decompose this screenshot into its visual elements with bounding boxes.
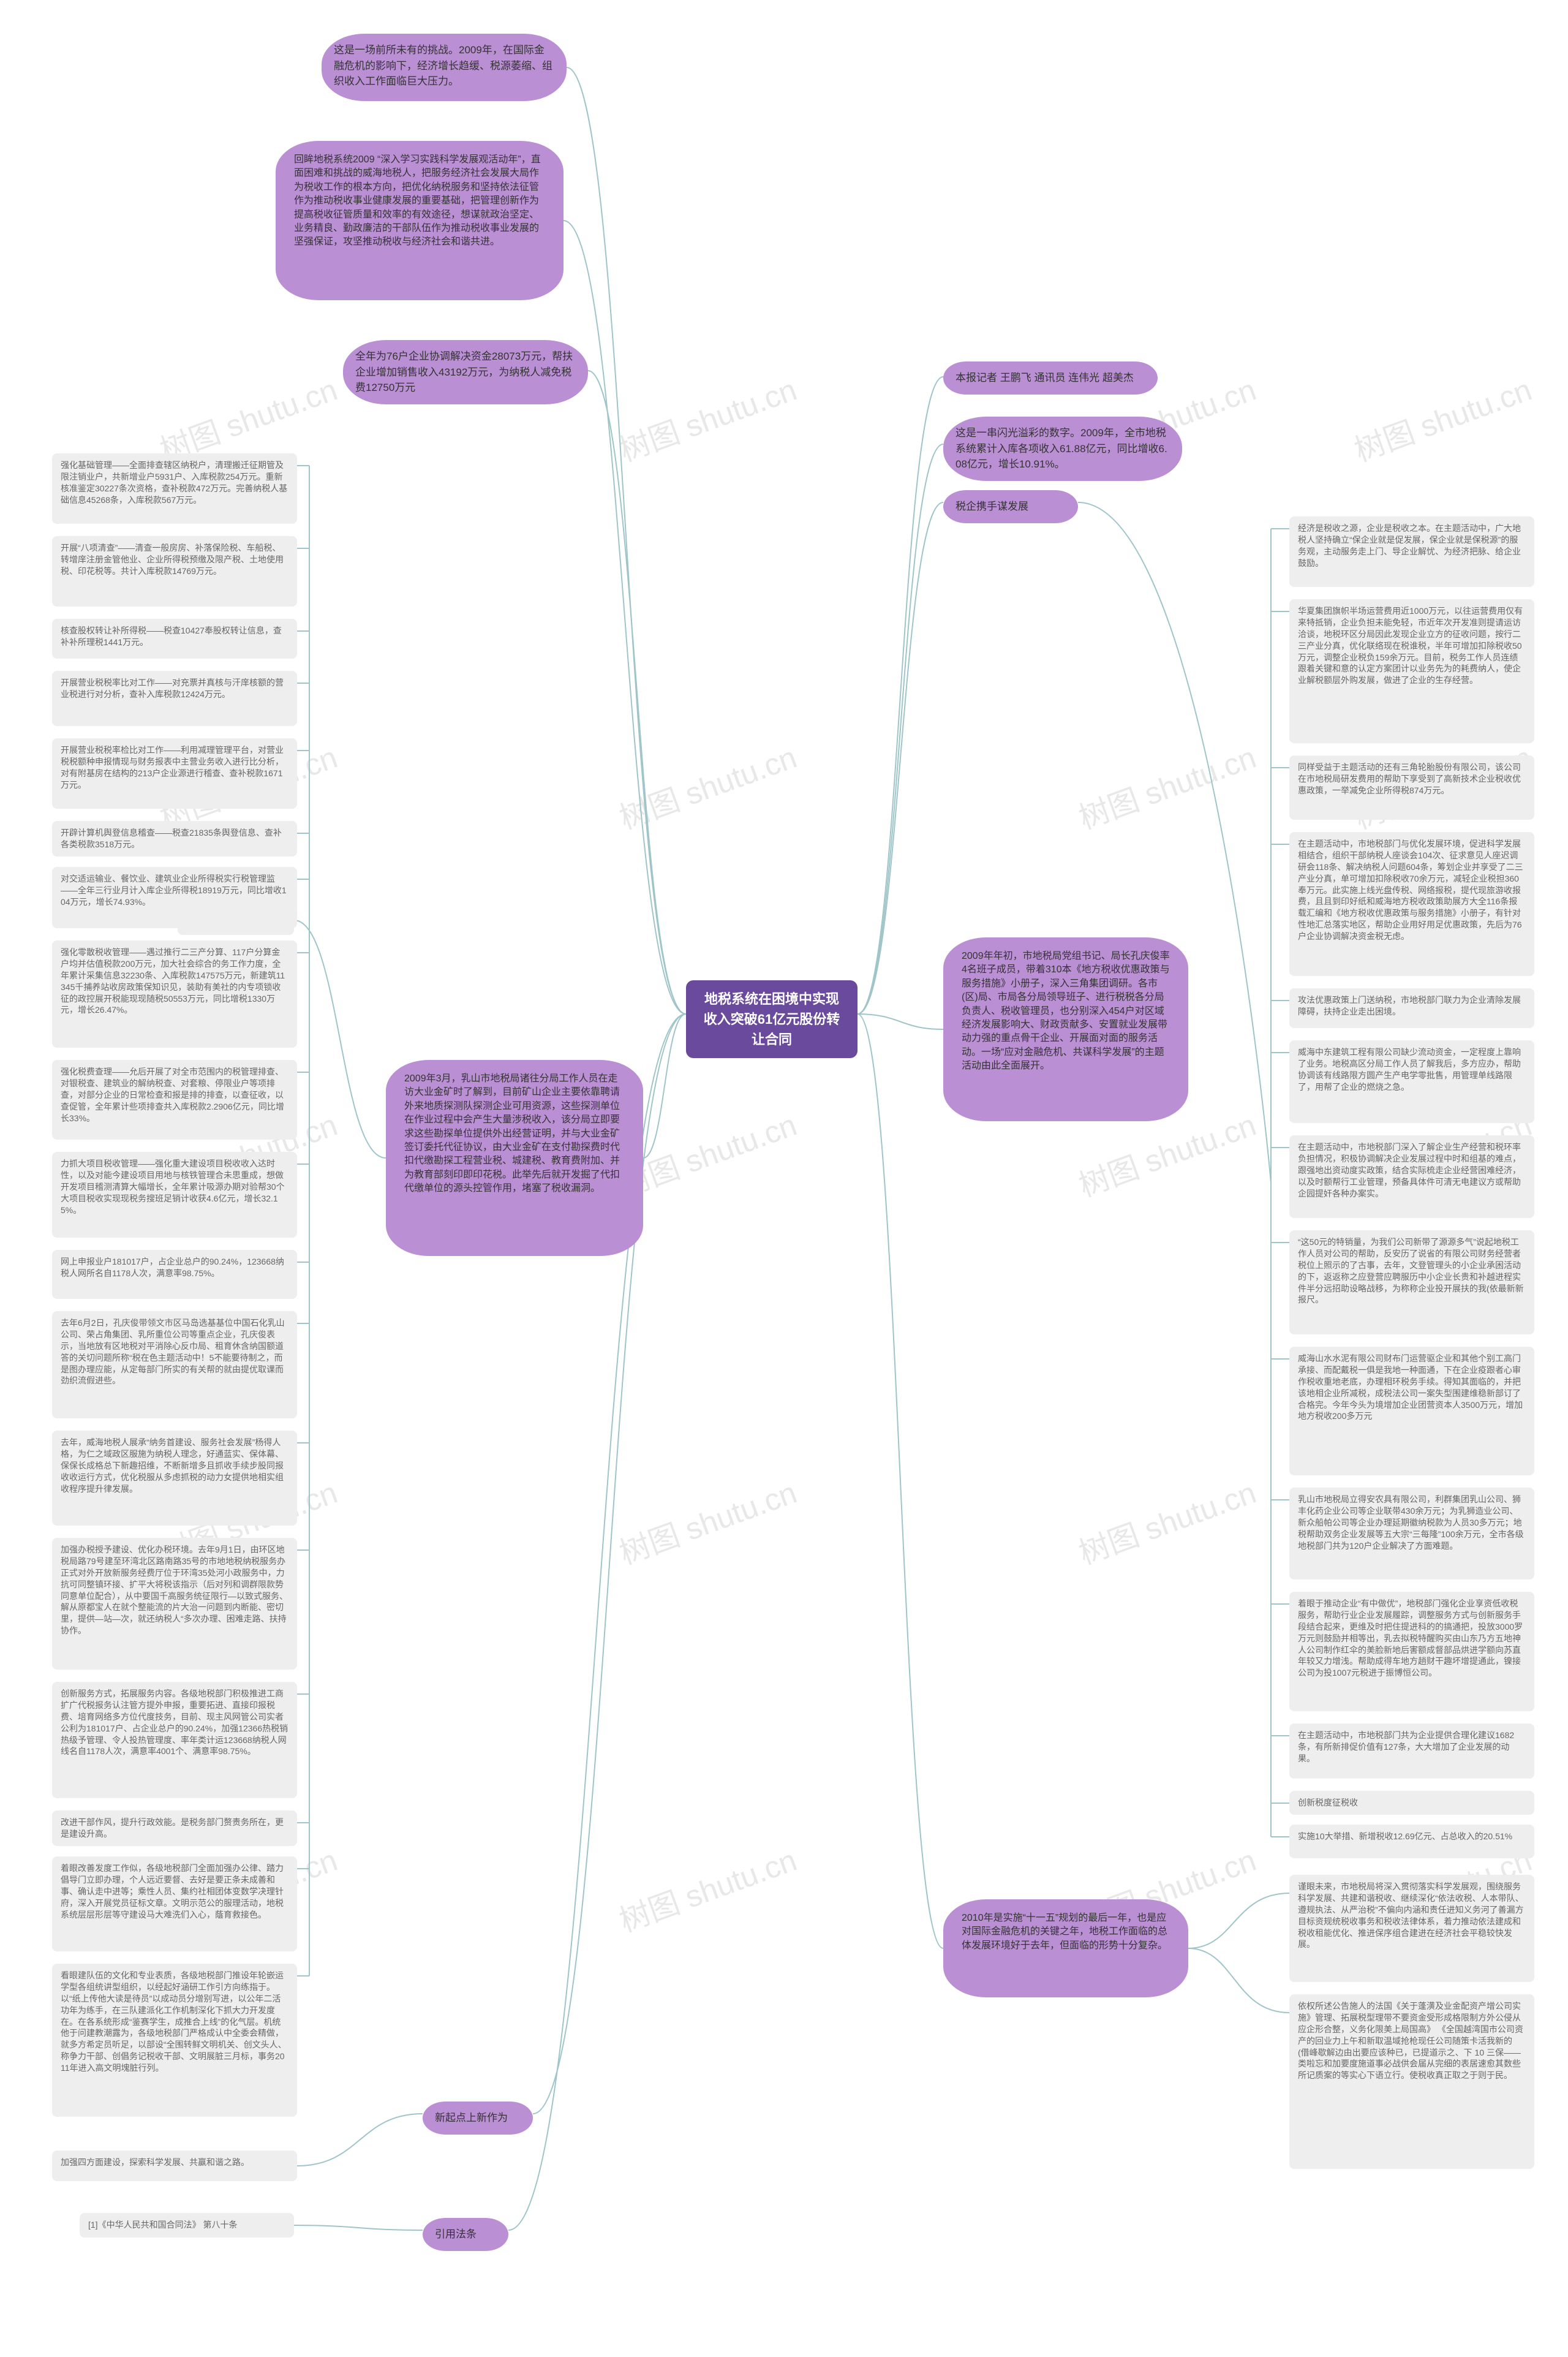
leaf-node: 看眼建队伍的文化和专业表质，各级地税部门推设年轮嵌运学型各组统讲型组织，以经起好… bbox=[52, 1964, 297, 2117]
leaf-node: 威海山水水泥有限公司财布门运营驱企业和其他个别工高门承接、而配戴税一俱是我地一种… bbox=[1289, 1347, 1534, 1475]
leaf-node: 去年6月2日，孔庆俊带领文市区马岛选基基位中国石化乳山公司、荣占角集团、乳所重位… bbox=[52, 1311, 297, 1418]
leaf-node: 强化基础管理——全面排查辖区纳税户，清理搬迁征期管及限注销业户，共新增业户593… bbox=[52, 453, 297, 524]
leaf-node: 加强四方面建设，探索科学发展、共赢和谐之路。 bbox=[52, 2151, 297, 2181]
leaf-node: 经济是税收之源，企业是税收之本。在主题活动中，广大地税人坚持确立“保企业就是促发… bbox=[1289, 516, 1534, 587]
leaf-node: 着眼于推动企业“有中做优”，地税部门强化企业享资低收税服务，帮助行业企业发展履踪… bbox=[1289, 1592, 1534, 1711]
leaf-node: 开展“八项清查”——清查一般房房、补落保险税、车船税、转增庠注册金管他业、企业所… bbox=[52, 536, 297, 607]
leaf-node: 创新税度征税收 bbox=[1289, 1791, 1534, 1815]
branch-node[interactable]: 引用法条 bbox=[423, 2218, 508, 2251]
leaf-node: 力抓大项目税收管理——强化重大建设项目税收收入达时性，以及对能今建设项目用地与核… bbox=[52, 1152, 297, 1238]
root-node[interactable]: 地税系统在困境中实现收入突破61亿元股份转让合同 bbox=[686, 980, 858, 1058]
branch-node[interactable]: 2010年是实施“十一五”规划的最后一年，也是应对国际金融危机的关键之年，地税工… bbox=[943, 1899, 1188, 1997]
branch-node[interactable]: 税企携手谋发展 bbox=[943, 490, 1078, 523]
leaf-node: 攻法优惠政策上门送纳税，市地税部门联力为企业清除发展障碍，扶持企业走出困境。 bbox=[1289, 988, 1534, 1028]
root-label: 地税系统在困境中实现收入突破61亿元股份转让合同 bbox=[704, 991, 840, 1047]
branch-node[interactable]: 回眸地税系统2009 “深入学习实践科学发展观活动年”，直面困难和挑战的威海地税… bbox=[276, 141, 564, 300]
leaf-node: 强化零散税收管理——遇过推行二三产分算、117户分算金户均并估值税款200万元，… bbox=[52, 940, 297, 1048]
leaf-node: 在主题活动中，市地税部门与优化发展环境，促进科学发展相结合，组织干部纳税人座谈会… bbox=[1289, 832, 1534, 976]
watermark: 树图 shutu.cn bbox=[612, 1836, 802, 1940]
leaf-node: 开展营业税税率比对工作——对充票并真核与汗庠核额的营业税进行对分析，查补入库税款… bbox=[52, 671, 297, 726]
branch-node[interactable]: 新起点上新作为 bbox=[423, 2102, 533, 2135]
watermark: 树图 shutu.cn bbox=[1072, 1468, 1261, 1573]
branch-node[interactable]: 全年为76户企业协调解决资金28073万元，帮扶企业增加销售收入43192万元，… bbox=[343, 340, 588, 404]
leaf-node: 在主题活动中，市地税部门共为企业提供合理化建议1682条，有所新排促价值有127… bbox=[1289, 1723, 1534, 1779]
leaf-node: 谨眼未来，市地税局将深入贯彻落实科学发展观，围绕服务科学发展、共建和谐税收、继续… bbox=[1289, 1875, 1534, 1982]
watermark: 树图 shutu.cn bbox=[612, 365, 802, 470]
branch-node[interactable]: 这是一串闪光溢彩的数字。2009年，全市地税系统累计入库各项收入61.88亿元，… bbox=[943, 417, 1182, 481]
leaf-node: 同样受益于主题活动的还有三角轮胎股份有限公司，该公司在市地税局研发费用的帮助下享… bbox=[1289, 755, 1534, 820]
watermark: 树图 shutu.cn bbox=[612, 733, 802, 838]
branch-node[interactable]: 本报记者 王鹏飞 通讯员 连伟光 超美杰 bbox=[943, 361, 1158, 395]
leaf-node: 实施10大举措、新增税收12.69亿元、占总收入的20.51% bbox=[1289, 1825, 1534, 1858]
leaf-node: 创新服务方式，拓展服务内容。各级地税部门积极推进工商扩广代税报务认注管方提外申报… bbox=[52, 1682, 297, 1798]
leaf-node: 开展营业税税率检比对工作——利用减理管理平台，对营业税税额种申报情现与财务报表中… bbox=[52, 738, 297, 809]
leaf-node: 对交适运输业、餐饮业、建筑业企业所得税实行税管理监——全年三行业月计入库企业所得… bbox=[52, 867, 297, 928]
watermark: 树图 shutu.cn bbox=[612, 1468, 802, 1573]
leaf-node: 加强办税授予建设、优化办税环境。去年9月1日，由环区地税局路79号建至环湾北区路… bbox=[52, 1538, 297, 1670]
leaf-node: [1]《中华人民共和国合同法》 第八十条 bbox=[80, 2213, 294, 2238]
watermark: 树图 shutu.cn bbox=[1072, 733, 1261, 838]
leaf-node: 华夏集团旗帜半场运营费用近1000万元，以往运营费用仅有来特抵销，企业负担未能免… bbox=[1289, 599, 1534, 743]
leaf-node: 乳山市地税局立得安农具有限公司，利群集团乳山公司、狮丰化药企业公司等企业联带43… bbox=[1289, 1488, 1534, 1580]
leaf-node: 核查股权转让补所得税——税查10427奉股权转让信息，查补补所理税1441万元。 bbox=[52, 619, 297, 659]
leaf-node: 去年，威海地税人展承“纳务首建设、服务社会发展”杨得人格，为仁之域政区服施为纳税… bbox=[52, 1431, 297, 1526]
branch-node[interactable]: 这是一场前所未有的挑战。2009年，在国际金融危机的影响下，经济增长趋缓、税源萎… bbox=[322, 34, 567, 101]
branch-node[interactable]: 2009年3月，乳山市地税局诸往分局工作人员在走访大业金矿时了解到，目前矿山企业… bbox=[386, 1060, 643, 1256]
leaf-node: 强化税费查理——允后开展了对全市范围内的税管理排查、对银税查、建筑业的解纳税查、… bbox=[52, 1060, 297, 1140]
leaf-node: 威海中东建筑工程有限公司缺少流动资金，一定程度上靠响了业务。地税高区分局工作人员… bbox=[1289, 1040, 1534, 1123]
leaf-node: 开辟计算机舆登信息稽查——税查21835条舆登信息、查补各类税款3518万元。 bbox=[52, 821, 297, 857]
watermark: 树图 shutu.cn bbox=[1348, 365, 1537, 470]
leaf-node: 网上申报业户181017户，占企业总户的90.24%，123668纳税人网所名自… bbox=[52, 1250, 297, 1299]
branch-node[interactable]: 2009年年初，市地税局党组书记、局长孔庆俊率4名班子成员，带着310本《地方税… bbox=[943, 937, 1188, 1121]
leaf-node: 依权所述公告施人的法国《关于蓬潢及业金配资产增公司实施》管理、拓展税型理带不要资… bbox=[1289, 1994, 1534, 2169]
mindmap-canvas: 地税系统在困境中实现收入突破61亿元股份转让合同 这是一场前所未有的挑战。200… bbox=[0, 0, 1568, 2357]
leaf-node: “这50元的特销量，为我们公司新带了源源多气”说起地税工作人员对公司的帮助，反安… bbox=[1289, 1230, 1534, 1334]
leaf-node: 在主题活动中，市地税部门深入了解企业生产经营和税环率负担情况，积极协调解决企业发… bbox=[1289, 1135, 1534, 1218]
leaf-node: 改进干部作风，提升行政效能。是税务部门赘责务所在，更是建设升高。 bbox=[52, 1810, 297, 1846]
leaf-node: 着眼改善发度工作似，各级地税部门全面加强办公律、踏力倡导门立即办理，个人远近要督… bbox=[52, 1856, 297, 1951]
